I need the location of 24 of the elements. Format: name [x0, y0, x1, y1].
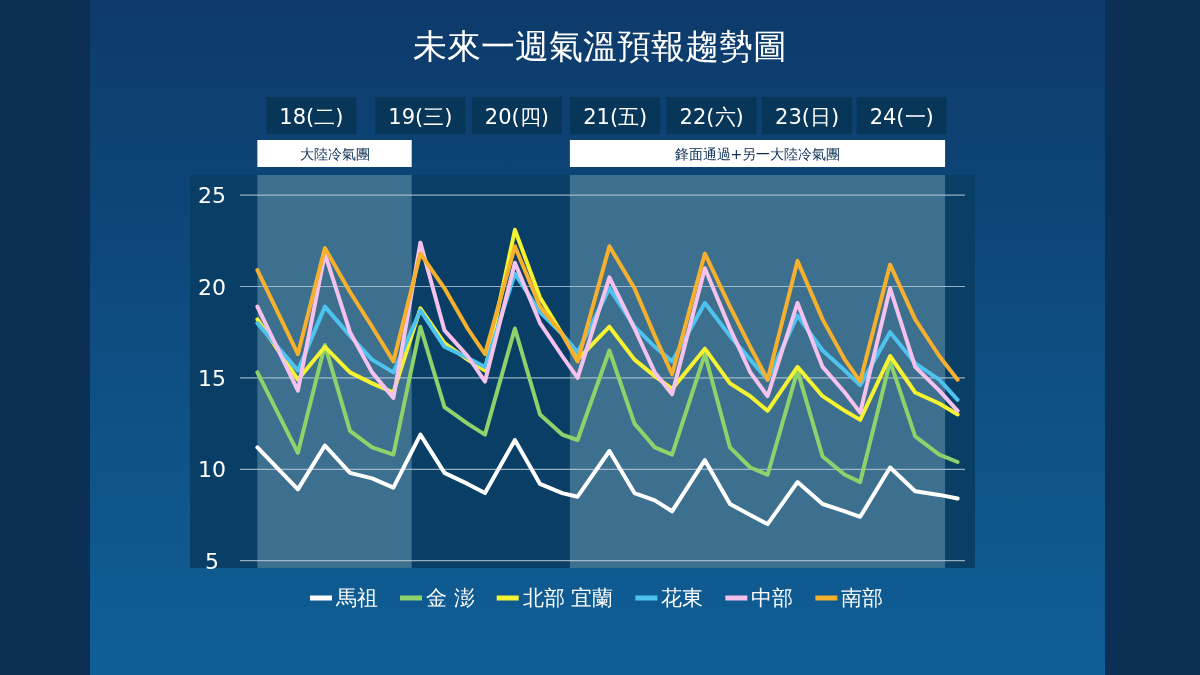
y-tick-label: 5 [205, 548, 219, 574]
line-series [255, 432, 960, 527]
band-label: 大陸冷氣團 [299, 146, 370, 162]
x-tick-label: 20(四) [484, 105, 549, 129]
line-series [255, 244, 960, 384]
line-series [255, 324, 960, 485]
x-tick-label: 23(日) [775, 105, 840, 129]
legend-label: 南部 [841, 586, 884, 610]
x-tick-label: 24(一) [869, 105, 934, 129]
y-tick-label: 10 [198, 457, 226, 483]
legend-label: 花東 [661, 586, 704, 610]
legend-label: 中部 [751, 586, 794, 610]
y-tick-label: 20 [198, 274, 226, 300]
band-label: 鋒面通過+另一大陸冷氣團 [674, 146, 841, 162]
legend-label: 金 澎 [426, 586, 475, 610]
x-tick-label: 22(六) [679, 105, 744, 129]
legend-label: 北部 宜蘭 [522, 586, 614, 610]
y-tick-label: 15 [198, 365, 226, 391]
x-tick-label: 21(五) [583, 105, 648, 129]
y-tick-label: 25 [198, 183, 226, 209]
x-tick-label: 19(三) [388, 105, 453, 129]
legend-label: 馬祖 [335, 586, 378, 610]
chart-title: 未來一週氣溫預報趨勢圖 [413, 26, 787, 66]
x-tick-label: 18(二) [279, 105, 344, 129]
